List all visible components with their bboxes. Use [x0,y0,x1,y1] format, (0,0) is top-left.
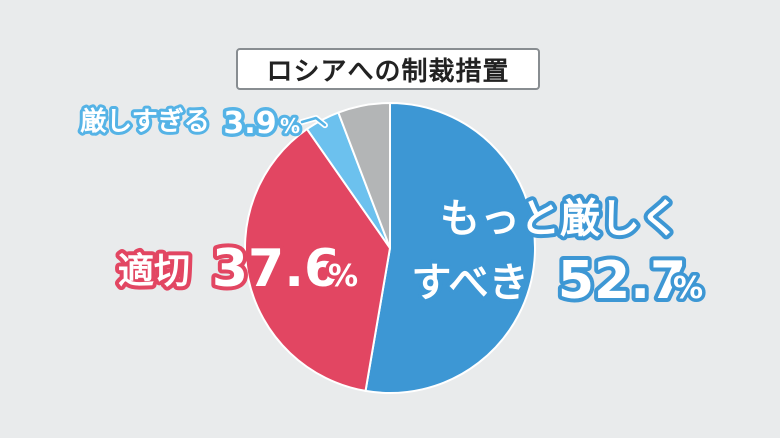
leader-line [300,116,327,127]
slice-label-1: 適切 [118,251,190,292]
pie-slice-0 [364,101,536,394]
slice-label-line-2: すべき [411,260,528,306]
slice-value-2: 3.9 [223,106,276,141]
slice-unit-2: % [280,114,300,138]
slice-value-0: 52.7 [558,251,686,311]
slice-value-1: 37.6 [212,239,340,299]
slice-unit-1: % [328,259,358,294]
pie-slice-3 [337,101,391,249]
slice-label-line-1: もっと厳しく [440,196,680,242]
leader-lines [299,115,328,129]
pie-slices [244,101,536,394]
chart-title: ロシアへの制裁措置 [236,48,540,90]
slice-label-2: 厳しすぎる [80,106,209,137]
slice-unit-0: % [673,271,703,306]
pie-slice-1 [244,127,392,393]
